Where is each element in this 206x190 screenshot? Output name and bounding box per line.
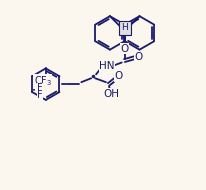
Text: CF$_3$: CF$_3$ (34, 74, 52, 88)
Text: OH: OH (102, 89, 118, 99)
Text: F: F (37, 90, 42, 100)
Text: HN: HN (99, 61, 114, 71)
Text: O: O (114, 71, 122, 81)
Text: O: O (120, 44, 128, 54)
Text: O: O (134, 51, 142, 62)
Text: F: F (37, 83, 42, 93)
Text: H: H (121, 24, 128, 32)
